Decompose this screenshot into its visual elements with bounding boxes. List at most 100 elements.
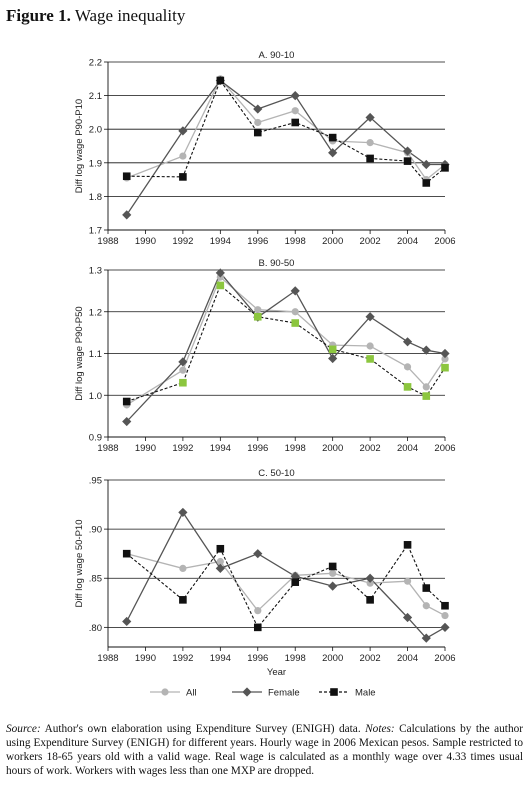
diamond-marker	[365, 112, 375, 123]
panel-title: C. 50-10	[258, 468, 294, 479]
y-tick-label: 1.8	[89, 192, 102, 203]
x-tick-label: 1988	[97, 653, 118, 664]
legend-square-marker	[330, 688, 338, 696]
source-note: Source: Author's own elaboration using E…	[6, 722, 523, 778]
diamond-marker	[328, 353, 338, 364]
diamond-marker	[402, 337, 413, 347]
diamond-marker	[215, 268, 225, 278]
circle-marker	[254, 118, 262, 127]
circle-marker	[291, 107, 299, 115]
figure-title-text: Wage inequality	[74, 6, 186, 25]
legend-circle-marker	[161, 688, 169, 696]
x-tick-label: 2002	[360, 443, 381, 454]
notes-label: Notes:	[365, 723, 395, 735]
figure-label: Figure 1.	[6, 6, 71, 25]
square-marker	[328, 133, 337, 142]
square-marker	[216, 76, 225, 85]
x-tick-label: 1990	[135, 236, 156, 247]
square-marker	[366, 355, 374, 363]
square-marker	[216, 281, 225, 290]
square-marker	[441, 601, 449, 610]
circle-marker	[441, 611, 449, 620]
circle-marker	[179, 564, 187, 573]
circle-marker	[422, 602, 430, 610]
diamond-marker	[178, 126, 188, 136]
y-tick-label: 2.2	[89, 58, 102, 69]
y-axis-label: Diff log wage 50-P10	[74, 519, 85, 607]
diamond-marker	[328, 581, 338, 591]
square-marker	[328, 562, 337, 571]
series-line-all	[126, 77, 446, 181]
panel-title: B. 90-50	[259, 258, 295, 269]
source-label: Source:	[6, 723, 41, 735]
x-tick-label: 2004	[397, 653, 418, 664]
x-tick-label: 2004	[397, 443, 418, 454]
x-tick-label: 1998	[285, 236, 306, 247]
diamond-marker	[421, 345, 431, 355]
y-tick-label: 1.1	[89, 349, 102, 360]
square-marker	[216, 544, 225, 553]
circle-marker	[422, 383, 430, 391]
x-tick-label: 1996	[247, 653, 268, 664]
x-tick-label: 2006	[434, 443, 455, 454]
diamond-marker	[178, 357, 188, 367]
x-tick-label: 1994	[210, 653, 231, 664]
diamond-marker	[365, 573, 375, 583]
x-tick-label: 2002	[360, 236, 381, 247]
circle-marker	[179, 366, 187, 374]
square-marker	[291, 319, 300, 327]
x-tick-label: 1988	[97, 236, 118, 247]
diamond-marker	[122, 210, 132, 220]
square-marker	[253, 623, 262, 632]
square-marker	[328, 345, 337, 354]
y-tick-label: 0.9	[89, 433, 102, 444]
y-tick-label: 1.7	[89, 226, 102, 237]
panel-2: 0.9 1.0 1.1 1.2 1.3 1988 1990 1992 1994 1996 1998 2…	[74, 258, 456, 454]
diamond-marker	[421, 633, 431, 643]
diamond-marker	[440, 622, 450, 632]
square-marker	[122, 549, 131, 558]
square-marker	[122, 397, 131, 406]
series-line-female	[126, 79, 445, 216]
series-line-all	[126, 276, 446, 406]
series-line-female	[126, 271, 446, 423]
x-axis-label: Year	[267, 667, 286, 678]
series-line-male	[126, 543, 446, 629]
square-marker	[403, 157, 412, 165]
diamond-marker	[253, 104, 263, 114]
y-axis-label: Diff log wage P90-P50	[74, 306, 85, 400]
notes-text: Calculations by the author using Expendi…	[6, 723, 523, 777]
panel-3: .80 .85 .90 .95 1988 1990 1992 1994 1996 1998 2000…	[74, 468, 456, 678]
circle-marker	[403, 577, 412, 585]
circle-marker	[366, 139, 374, 147]
legend: All Female Male	[150, 687, 376, 699]
square-marker	[179, 596, 187, 604]
x-tick-label: 1998	[285, 443, 306, 454]
circle-marker	[366, 342, 374, 350]
series-line-male	[126, 79, 446, 184]
x-tick-label: 1992	[172, 236, 193, 247]
x-tick-label: 2004	[397, 236, 418, 247]
square-marker	[291, 118, 300, 127]
y-tick-label: 2.0	[89, 125, 102, 136]
diamond-marker	[290, 286, 300, 296]
circle-marker	[179, 152, 187, 160]
y-tick-label: 1.0	[89, 391, 102, 402]
series-line-female	[126, 511, 446, 640]
y-axis-label: Diff log wage P90-P10	[74, 99, 85, 193]
square-marker	[422, 584, 431, 592]
diamond-marker	[421, 159, 431, 170]
y-tick-label: 1.9	[89, 158, 102, 169]
x-tick-label: 2000	[322, 443, 343, 454]
circle-marker	[216, 557, 224, 566]
source-text: Author's own elaboration using Expenditu…	[40, 723, 366, 735]
circle-marker	[366, 579, 374, 587]
square-marker	[366, 154, 374, 163]
x-tick-label: 2000	[322, 236, 343, 247]
legend-diamond-marker	[242, 687, 252, 697]
x-tick-label: 1998	[285, 653, 306, 664]
y-tick-label: 1.3	[89, 266, 102, 277]
square-marker	[403, 383, 412, 391]
diamond-marker	[328, 148, 338, 158]
diamond-marker	[402, 146, 413, 156]
